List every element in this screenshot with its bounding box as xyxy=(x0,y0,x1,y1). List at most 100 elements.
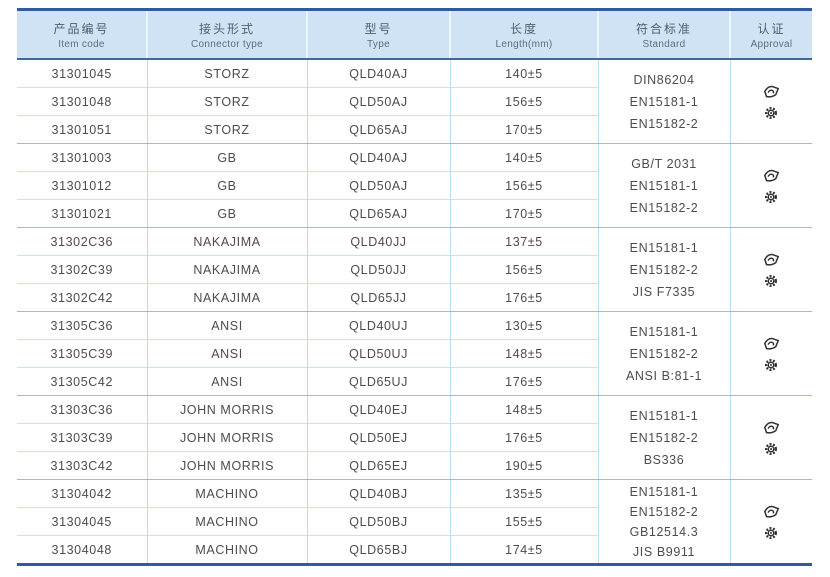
length-cell: 190±5 xyxy=(449,451,598,480)
connector-cell: GB xyxy=(146,199,307,228)
length-cell: 170±5 xyxy=(449,199,598,228)
table-head-row: 产品编号 Item code 接头形式 Connector type 型号 Type 长度 L… xyxy=(17,9,812,60)
length-cell: 176±5 xyxy=(449,423,598,452)
certificate-icon xyxy=(763,84,780,99)
code-cell: 31302C39 xyxy=(17,255,147,284)
type-cell: QLD40BJ xyxy=(306,479,450,508)
code-cell: 31301012 xyxy=(17,171,147,200)
table-row: 31302C42 NAKAJIMA QLD65JJ 176±5 xyxy=(17,283,812,312)
connector-cell: JOHN MORRIS xyxy=(146,423,307,452)
length-cell: 130±5 xyxy=(449,311,598,340)
length-cell: 140±5 xyxy=(449,143,598,172)
code-cell: 31305C36 xyxy=(17,311,147,340)
table-row: 31305C36 ANSI QLD40UJ 130±5 EN15181-1 EN15182… xyxy=(17,311,812,396)
table-row: 31301045 STORZ QLD40AJ 140±5 DIN86204 EN15181… xyxy=(17,59,812,144)
type-cell: QLD65AJ xyxy=(306,115,450,144)
connector-cell: MACHINO xyxy=(146,535,307,565)
standard-line: BS336 xyxy=(643,452,685,467)
standard-line: EN15181-1 xyxy=(629,484,699,499)
table-row: 31301048 STORZ QLD50AJ 156±5 xyxy=(17,87,812,116)
length-cell: 176±5 xyxy=(449,283,598,312)
code-cell: 31304042 xyxy=(17,479,147,508)
standard-line: ANSI B:81-1 xyxy=(625,368,703,383)
column-header-standard: 符合标准 Standard xyxy=(597,9,730,60)
approval-cell xyxy=(729,143,812,228)
column-header-zh: 认证 xyxy=(757,21,786,36)
standard-line: EN15182-2 xyxy=(629,346,699,361)
standard-line: EN15182-2 xyxy=(629,262,699,277)
column-header-zh: 型号 xyxy=(364,21,393,36)
code-cell: 31303C42 xyxy=(17,451,147,480)
wheelmark-icon xyxy=(764,526,778,540)
length-cell: 155±5 xyxy=(449,507,598,536)
connector-cell: ANSI xyxy=(146,339,307,368)
length-cell: 170±5 xyxy=(449,115,598,144)
type-cell: QLD40JJ xyxy=(306,227,450,256)
standard-cell: EN15181-1 EN15182-2 GB12514.3 JIS B9911 xyxy=(597,479,730,565)
length-cell: 140±5 xyxy=(449,59,598,88)
table-row: 31305C42 ANSI QLD65UJ 176±5 xyxy=(17,367,812,396)
approval-cell xyxy=(729,395,813,480)
code-cell: 31301021 xyxy=(17,199,147,228)
length-cell: 148±5 xyxy=(449,395,598,424)
column-header-en: Length(mm) xyxy=(495,38,553,50)
type-cell: QLD50AJ xyxy=(306,87,450,116)
length-cell: 156±5 xyxy=(449,87,598,116)
code-cell: 31303C39 xyxy=(17,423,147,452)
approval-cell xyxy=(729,227,813,312)
approval-cell xyxy=(729,479,812,565)
standard-line: EN15181-1 xyxy=(629,178,699,193)
column-header-zh: 产品编号 xyxy=(53,21,110,36)
connector-cell: MACHINO xyxy=(146,507,307,536)
connector-cell: JOHN MORRIS xyxy=(146,451,307,480)
column-header-en: Standard xyxy=(642,38,686,50)
certificate-icon xyxy=(763,168,780,183)
type-cell: QLD50EJ xyxy=(306,423,450,452)
approval-icon-stack xyxy=(731,336,813,372)
connector-cell: GB xyxy=(146,143,307,172)
length-cell: 156±5 xyxy=(449,171,598,200)
length-cell: 135±5 xyxy=(449,479,598,508)
table-row: 31301012 GB QLD50AJ 156±5 xyxy=(17,171,812,200)
table-row: 31304042 MACHINO QLD40BJ 135±5 EN15181-1 EN15… xyxy=(17,479,812,565)
length-cell: 176±5 xyxy=(449,367,598,396)
connector-cell: ANSI xyxy=(146,367,307,396)
column-header-approval: 认证 Approval xyxy=(729,9,812,60)
connector-cell: NAKAJIMA xyxy=(146,227,307,256)
column-header-zh: 接头形式 xyxy=(198,21,255,36)
approval-cell xyxy=(729,311,813,396)
connector-cell: MACHINO xyxy=(146,479,307,508)
column-header-type: 型号 Type xyxy=(306,9,450,60)
column-header-en: Item code xyxy=(58,38,105,50)
table-row: 31304048 MACHINO QLD65BJ 174±5 xyxy=(17,535,812,565)
code-cell: 31301003 xyxy=(17,143,147,172)
type-cell: QLD40UJ xyxy=(306,311,450,340)
approval-icon-stack xyxy=(731,420,813,456)
table-row: 31302C36 NAKAJIMA QLD40JJ 137±5 EN15181-1 EN1… xyxy=(17,227,812,312)
standard-line: EN15182-2 xyxy=(629,430,699,445)
type-cell: QLD65AJ xyxy=(306,199,450,228)
standard-cell: DIN86204 EN15181-1 EN15182-2 xyxy=(597,59,730,144)
code-cell: 31301051 xyxy=(17,115,147,144)
code-cell: 31305C42 xyxy=(17,367,147,396)
table-row: 31303C39 JOHN MORRIS QLD50EJ 176±5 xyxy=(17,423,812,452)
column-header-en: Approval xyxy=(750,38,793,50)
column-header-zh: 符合标准 xyxy=(635,21,692,36)
length-cell: 137±5 xyxy=(449,227,598,256)
wheelmark-icon xyxy=(764,190,778,204)
type-cell: QLD65UJ xyxy=(306,367,450,396)
code-cell: 31301048 xyxy=(17,87,147,116)
type-cell: QLD40AJ xyxy=(306,59,450,88)
standard-line: EN15181-1 xyxy=(629,240,699,255)
table-row: 31301051 STORZ QLD65AJ 170±5 xyxy=(17,115,812,144)
certificate-icon xyxy=(763,252,780,267)
wheelmark-icon xyxy=(764,358,778,372)
code-cell: 31305C39 xyxy=(17,339,147,368)
code-cell: 31302C36 xyxy=(17,227,147,256)
type-cell: QLD40AJ xyxy=(306,143,450,172)
wheelmark-icon xyxy=(764,442,778,456)
type-cell: QLD50AJ xyxy=(306,171,450,200)
approval-icon-stack xyxy=(731,252,813,288)
connector-cell: ANSI xyxy=(146,311,307,340)
table-row: 31303C42 JOHN MORRIS QLD65EJ 190±5 xyxy=(17,451,812,480)
